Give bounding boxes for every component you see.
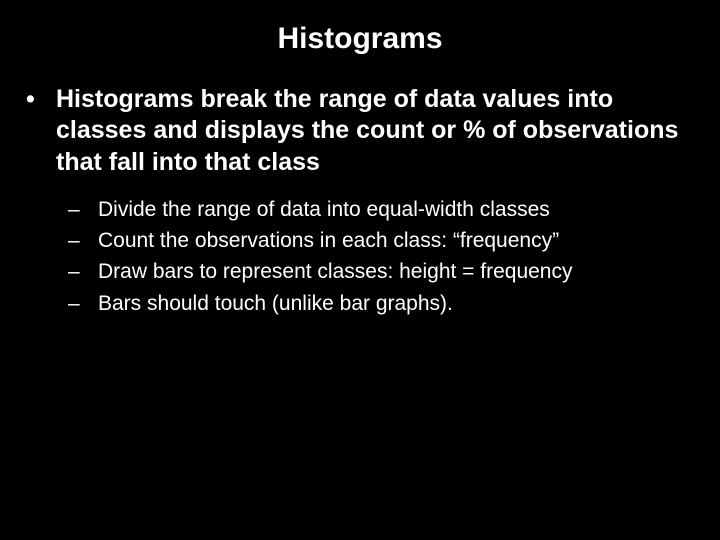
sub-bullet-list: – Divide the range of data into equal-wi… (20, 196, 700, 317)
bullet-level2-text: Divide the range of data into equal-widt… (98, 196, 550, 223)
slide-title: Histograms (20, 22, 700, 56)
bullet-dash-icon: – (64, 227, 98, 254)
bullet-level2: – Count the observations in each class: … (64, 227, 700, 254)
bullet-dash-icon: – (64, 196, 98, 223)
bullet-level2: – Bars should touch (unlike bar graphs). (64, 290, 700, 317)
bullet-dash-icon: – (64, 258, 98, 285)
bullet-level1: • Histograms break the range of data val… (20, 84, 700, 178)
bullet-level2-text: Count the observations in each class: “f… (98, 227, 559, 254)
bullet-level2: – Draw bars to represent classes: height… (64, 258, 700, 285)
bullet-level2-text: Bars should touch (unlike bar graphs). (98, 290, 453, 317)
bullet-dot-icon: • (20, 84, 56, 178)
bullet-level2-text: Draw bars to represent classes: height =… (98, 258, 573, 285)
bullet-level1-text: Histograms break the range of data value… (56, 84, 700, 178)
bullet-dash-icon: – (64, 290, 98, 317)
bullet-level2: – Divide the range of data into equal-wi… (64, 196, 700, 223)
